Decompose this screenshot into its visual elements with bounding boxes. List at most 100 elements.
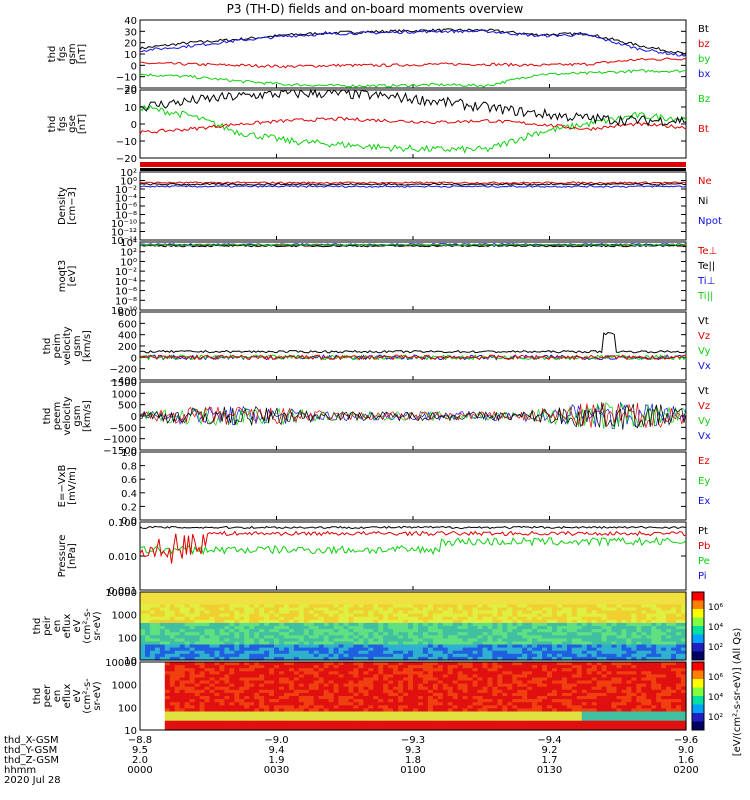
spectrogram-cell bbox=[283, 720, 290, 725]
spectrogram-cell bbox=[671, 622, 677, 627]
spectrogram-cell bbox=[274, 689, 280, 694]
spectrogram-cell bbox=[293, 662, 300, 666]
spectrogram-cell bbox=[383, 720, 389, 725]
spectrogram-cell bbox=[636, 680, 642, 685]
spectrogram-cell bbox=[502, 671, 508, 675]
spectrogram-cell bbox=[616, 720, 623, 725]
spectrogram-cell bbox=[378, 629, 384, 633]
spectrogram-cell bbox=[552, 644, 558, 649]
spectrogram-cell bbox=[328, 705, 335, 709]
spectrogram-cell bbox=[502, 692, 508, 697]
spectrogram-cell bbox=[338, 686, 345, 691]
spectrogram-cell bbox=[532, 647, 538, 652]
spectrogram-cell bbox=[279, 723, 285, 728]
spectrogram-cell bbox=[224, 641, 230, 646]
spectrogram-cell bbox=[586, 607, 593, 612]
spectrogram-cell bbox=[308, 714, 315, 719]
spectrogram-cell bbox=[676, 635, 682, 639]
panel-frame bbox=[139, 521, 687, 591]
spectrogram-cell bbox=[586, 714, 593, 719]
spectrogram-cell bbox=[308, 592, 315, 596]
spectrogram-cell bbox=[447, 604, 454, 609]
spectrogram-cell bbox=[457, 699, 464, 703]
spectrogram-cell bbox=[427, 677, 434, 682]
spectrogram-cell bbox=[537, 635, 543, 639]
spectrogram-cell bbox=[353, 653, 359, 658]
spectrogram-cell bbox=[413, 607, 419, 612]
spectrogram-cell bbox=[323, 638, 330, 643]
spectrogram-cell bbox=[328, 653, 335, 658]
spectrogram-cell bbox=[214, 638, 221, 643]
spectrogram-cell bbox=[477, 696, 484, 700]
spectrogram-cell bbox=[174, 692, 181, 697]
spectrogram-cell bbox=[556, 610, 563, 615]
spectrogram-cell bbox=[214, 699, 221, 703]
spectrogram-cell bbox=[293, 696, 300, 700]
spectrogram-cell bbox=[422, 699, 429, 703]
y-tick-label: 10⁻⁸ bbox=[115, 296, 137, 307]
spectrogram-cell bbox=[333, 638, 340, 643]
spectrogram-cell bbox=[264, 610, 270, 615]
spectrogram-cell bbox=[532, 692, 538, 697]
spectrogram-cell bbox=[403, 635, 409, 639]
spectrogram-cell bbox=[204, 683, 211, 688]
spectrogram-cell bbox=[174, 723, 181, 728]
spectrogram-cell bbox=[283, 610, 290, 615]
spectrogram-cell bbox=[522, 610, 528, 615]
spectrogram-cell bbox=[432, 601, 439, 605]
spectrogram-cell bbox=[661, 647, 667, 652]
spectrogram-cell bbox=[189, 674, 196, 679]
spectrogram-cell bbox=[497, 683, 503, 688]
y-axis-label: fgs bbox=[57, 46, 68, 61]
spectrogram-cell bbox=[472, 632, 479, 636]
spectrogram-cell bbox=[373, 638, 379, 643]
spectrogram-cell bbox=[542, 613, 548, 618]
y-axis-label: peir bbox=[42, 615, 53, 635]
spectrogram-cell bbox=[561, 674, 568, 679]
spectrogram-cell bbox=[601, 650, 608, 655]
spectrogram-cell bbox=[447, 680, 454, 685]
spectrogram-cell bbox=[383, 647, 389, 652]
spectrogram-cell bbox=[303, 650, 310, 655]
spectrogram-cell bbox=[373, 714, 379, 719]
electron-spectrogram bbox=[139, 661, 687, 731]
spectrogram-cell bbox=[606, 607, 613, 612]
spectrogram-cell bbox=[224, 671, 230, 675]
spectrogram-cell bbox=[487, 702, 494, 706]
spectrogram-cell bbox=[288, 662, 295, 666]
spectrogram-cell bbox=[616, 644, 623, 649]
spectrogram-cell bbox=[522, 699, 528, 703]
spectrogram-cell bbox=[343, 644, 350, 649]
spectrogram-cell bbox=[571, 662, 578, 666]
spectrogram-cell bbox=[681, 653, 687, 658]
spectrogram-cell bbox=[149, 613, 156, 618]
spectrogram-cell bbox=[398, 598, 404, 602]
spectrogram-cell bbox=[517, 714, 523, 719]
spectrogram-cell bbox=[154, 626, 161, 630]
spectrogram-cell bbox=[616, 616, 623, 621]
spectrogram-cell bbox=[611, 601, 618, 605]
spectrogram-cell bbox=[547, 711, 553, 716]
spectrogram-cell bbox=[566, 610, 573, 615]
spectrogram-cell bbox=[576, 674, 583, 679]
spectrogram-cell bbox=[154, 635, 161, 639]
spectrogram-cell bbox=[442, 598, 449, 602]
spectrogram-cell bbox=[522, 705, 528, 709]
spectrogram-cell bbox=[631, 668, 637, 672]
spectrogram-cell bbox=[303, 720, 310, 725]
spectrogram-cell bbox=[283, 601, 290, 605]
spectrogram-cell bbox=[244, 723, 250, 728]
spectrogram-cell bbox=[621, 595, 628, 599]
spectrogram-cell bbox=[656, 613, 662, 618]
spectrogram-cell bbox=[422, 632, 429, 636]
spectrogram-cell bbox=[264, 665, 270, 669]
spectrogram-cell bbox=[616, 662, 623, 666]
spectrogram-cell bbox=[408, 613, 414, 618]
spectrogram-cell bbox=[547, 677, 553, 682]
spectrogram-cell bbox=[288, 689, 295, 694]
spectrogram-cell bbox=[462, 705, 469, 709]
spectrogram-cell bbox=[199, 714, 206, 719]
spectrogram-cell bbox=[556, 632, 563, 636]
spectrogram-cell bbox=[646, 626, 652, 630]
spectrogram-cell bbox=[378, 592, 384, 596]
